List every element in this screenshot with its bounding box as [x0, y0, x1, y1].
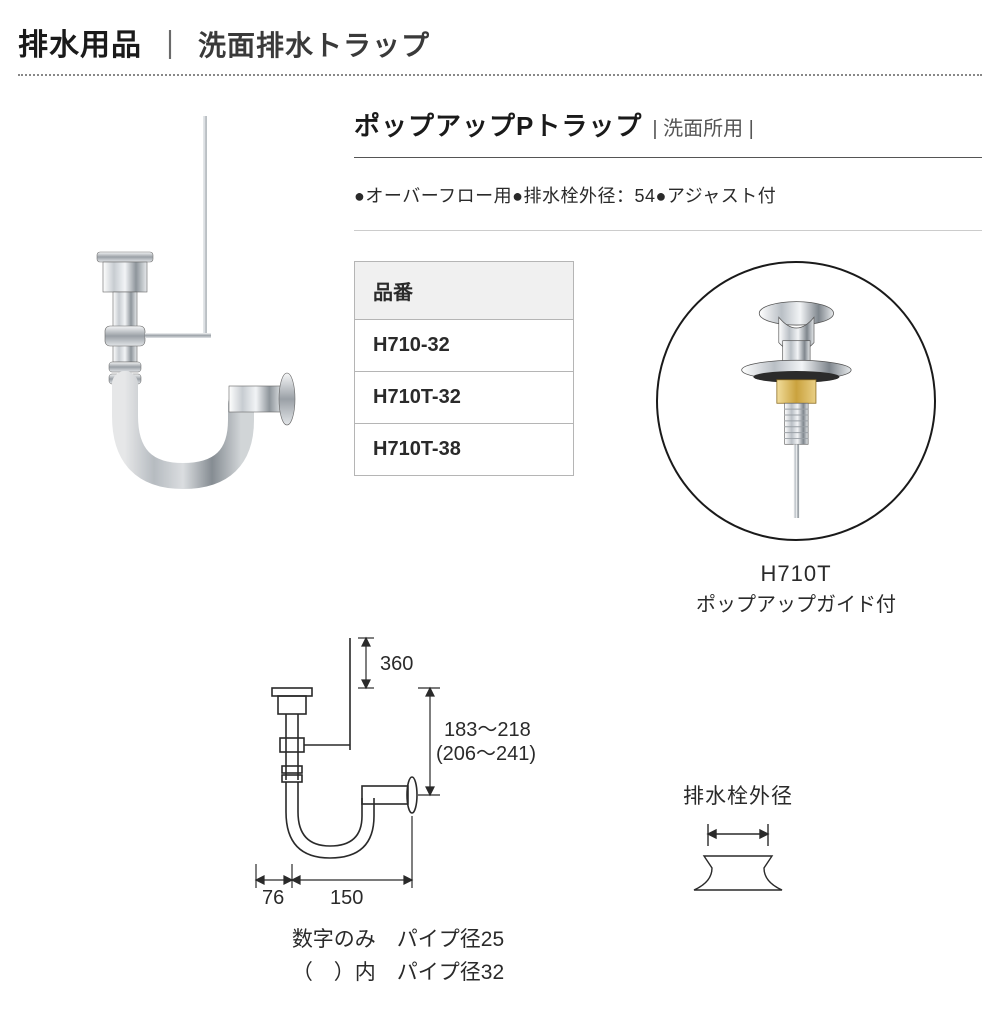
dimension-note: 数字のみ パイプ径25 （ ）内 パイプ径32 [208, 924, 588, 989]
page-header: 排水用品 ｜ 洗面排水トラップ [18, 20, 982, 76]
detail-photo-circle [656, 261, 936, 541]
dim-note-line2: （ ）内 パイプ径32 [208, 957, 588, 990]
lower-row: 品番 H710-32 H710T-32 H710T-38 [354, 261, 982, 620]
category-label: 排水用品 [18, 20, 142, 64]
sku-cell: H710-32 [355, 320, 574, 372]
sku-table-wrap: 品番 H710-32 H710T-32 H710T-38 [354, 261, 574, 620]
detail-model: H710T [696, 557, 896, 590]
dimension-block: 360 183～218 (206～241) [208, 630, 982, 989]
detail-column: H710T ポップアップガイド付 [610, 261, 982, 620]
sku-cell: H710T-32 [355, 372, 574, 424]
sku-table: 品番 H710-32 H710T-32 H710T-38 [354, 261, 574, 476]
dim-range2: (206～241) [436, 743, 536, 765]
info-column: ポップアップPトラップ | 洗面所用 | ●オーバーフロー用●排水栓外径：54●… [354, 106, 982, 620]
dim-top: 360 [380, 653, 413, 675]
dim-bottom-right: 150 [330, 887, 363, 909]
dimension-drawing: 360 183～218 (206～241) [208, 630, 588, 989]
product-photo-column [18, 106, 328, 620]
sku-cell: H710T-38 [355, 424, 574, 476]
product-title-row: ポップアップPトラップ | 洗面所用 | [354, 106, 982, 158]
dim-range1: 183～218 [444, 719, 531, 741]
product-name: ポップアップPトラップ [354, 106, 642, 143]
detail-caption-text: ポップアップガイド付 [696, 590, 896, 620]
detail-caption: H710T ポップアップガイド付 [696, 557, 896, 620]
dim-bottom-left: 76 [262, 887, 284, 909]
sku-table-header: 品番 [355, 262, 574, 320]
outer-diameter-block: 排水栓外径 [648, 780, 828, 916]
product-spec-line: ●オーバーフロー用●排水栓外径：54●アジャスト付 [354, 182, 982, 231]
main-content: ポップアップPトラップ | 洗面所用 | ●オーバーフロー用●排水栓外径：54●… [18, 106, 982, 620]
header-separator: ｜ [156, 24, 184, 64]
product-photo [43, 116, 303, 506]
dim-note-line1: 数字のみ パイプ径25 [208, 924, 588, 957]
outer-dia-label: 排水栓外径 [648, 780, 828, 810]
product-use-label: | 洗面所用 | [652, 112, 754, 141]
subcategory-label: 洗面排水トラップ [198, 24, 430, 64]
